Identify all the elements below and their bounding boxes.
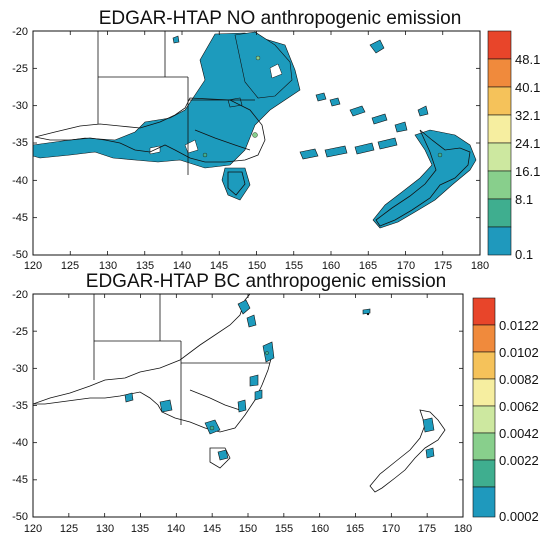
- colorbar-swatch: [487, 170, 512, 200]
- x-tick-label: 175: [434, 260, 452, 272]
- emission-hotspots: [202, 55, 443, 158]
- emission-hotspots: [209, 351, 269, 431]
- colorbar-label: 0.0042: [499, 426, 539, 441]
- panel-title: EDGAR-HTAP NO anthropogenic emission: [99, 8, 462, 29]
- colorbar-swatch: [472, 378, 496, 407]
- map-area: [33, 31, 477, 229]
- colorbar-label: 0.0082: [499, 372, 539, 387]
- colorbar-swatch: [487, 30, 512, 60]
- colorbar-labels: 0.0122 0.0102 0.0082 0.0062 0.0042 0.002…: [499, 318, 539, 524]
- colorbar-label: 0.0102: [499, 345, 539, 360]
- y-tick-label: -25: [12, 326, 28, 338]
- x-tick-label: 150: [239, 523, 257, 535]
- x-tick-label: 140: [173, 260, 191, 272]
- panel-bc: EDGAR-HTAP BC anthropogenic emission: [12, 271, 539, 535]
- x-tick-label: 165: [346, 523, 364, 535]
- plot-frame: [32, 293, 464, 518]
- x-tick-label: 180: [454, 523, 472, 535]
- state-borders: [93, 294, 270, 425]
- x-tick-label: 155: [285, 260, 303, 272]
- colorbar-swatch: [472, 486, 496, 518]
- panel-title: EDGAR-HTAP BC anthropogenic emission: [86, 271, 446, 292]
- colorbar: 0.0122 0.0102 0.0082 0.0062 0.0042 0.002…: [472, 297, 539, 524]
- colorbar-swatch: [487, 142, 512, 172]
- colorbar-label: 48.1: [515, 52, 540, 67]
- x-tick-label: 145: [210, 260, 228, 272]
- colorbar-label: 16.1: [515, 164, 540, 179]
- map-area: [33, 294, 446, 493]
- x-tick-label: 155: [275, 523, 293, 535]
- y-tick-label: -20: [12, 289, 28, 301]
- colorbar-swatch: [487, 58, 512, 88]
- coastline: [34, 97, 471, 227]
- x-tick-labels: 120 125 130 135 140 145 150 155 160 165 …: [24, 523, 472, 535]
- coastline: [33, 294, 446, 493]
- y-tick-label: -50: [12, 511, 28, 523]
- colorbar-swatch: [487, 114, 512, 144]
- y-tick-label: -40: [12, 437, 28, 449]
- y-tick-label: -30: [12, 363, 28, 375]
- x-tick-labels: 120 125 130 135 140 145 150 155 160 165 …: [24, 260, 489, 272]
- x-tick-label: 175: [418, 523, 436, 535]
- colorbar-swatch: [487, 86, 512, 116]
- x-tick-label: 135: [131, 523, 149, 535]
- emission-field: [124, 299, 435, 461]
- y-tick-labels: -20 -25 -30 -35 -40 -45 -50: [12, 289, 28, 523]
- colorbar-swatch: [472, 324, 496, 353]
- y-tick-label: -35: [12, 400, 28, 412]
- colorbar-label: 0.1: [515, 247, 533, 262]
- x-tick-label: 125: [60, 523, 78, 535]
- colorbar-label: 24.1: [515, 136, 540, 151]
- x-tick-label: 170: [397, 260, 415, 272]
- y-tick-label: -35: [12, 137, 28, 149]
- y-tick-label: -45: [12, 474, 28, 486]
- colorbar-swatch: [472, 405, 496, 434]
- tick-marks: [32, 30, 481, 256]
- x-tick-label: 150: [248, 260, 266, 272]
- colorbar-swatch: [487, 226, 512, 256]
- y-tick-label: -45: [12, 212, 28, 224]
- x-tick-label: 145: [203, 523, 221, 535]
- y-tick-labels: -20 -25 -30 -35 -40 -45 -50: [12, 26, 28, 261]
- tick-marks: [32, 293, 464, 518]
- x-tick-label: 130: [96, 523, 114, 535]
- colorbar-label: 0.0122: [499, 318, 539, 333]
- x-tick-label: 170: [382, 523, 400, 535]
- x-tick-label: 125: [61, 260, 79, 272]
- colorbar-label: 40.1: [515, 80, 540, 95]
- y-tick-label: -20: [12, 26, 28, 38]
- panel-no: EDGAR-HTAP NO anthropogenic emission: [12, 8, 540, 272]
- colorbar-swatch: [472, 297, 496, 326]
- colorbar: 48.1 40.1 32.1 24.1 16.1 8.1 0.1: [487, 30, 540, 262]
- x-tick-label: 120: [24, 523, 42, 535]
- x-tick-label: 135: [136, 260, 154, 272]
- colorbar-label: 32.1: [515, 108, 540, 123]
- x-tick-label: 140: [167, 523, 185, 535]
- state-borders: [97, 31, 255, 175]
- y-tick-label: -30: [12, 100, 28, 112]
- y-tick-label: -50: [12, 249, 28, 261]
- x-tick-label: 180: [471, 260, 489, 272]
- colorbar-label: 0.0022: [499, 453, 539, 468]
- colorbar-swatch: [487, 198, 512, 228]
- x-tick-label: 130: [99, 260, 117, 272]
- x-tick-label: 165: [359, 260, 377, 272]
- x-tick-label: 160: [322, 260, 340, 272]
- colorbar-swatch: [472, 459, 496, 488]
- colorbar-swatch: [472, 432, 496, 461]
- colorbar-swatch: [472, 351, 496, 380]
- x-tick-label: 160: [311, 523, 329, 535]
- colorbar-label: 0.0062: [499, 399, 539, 414]
- x-tick-label: 120: [24, 260, 42, 272]
- y-tick-label: -25: [12, 63, 28, 75]
- colorbar-label: 0.0002: [499, 509, 539, 524]
- colorbar-label: 8.1: [515, 192, 533, 207]
- emission-field: [33, 31, 477, 229]
- y-tick-label: -40: [12, 175, 28, 187]
- colorbar-labels: 48.1 40.1 32.1 24.1 16.1 8.1 0.1: [515, 52, 540, 262]
